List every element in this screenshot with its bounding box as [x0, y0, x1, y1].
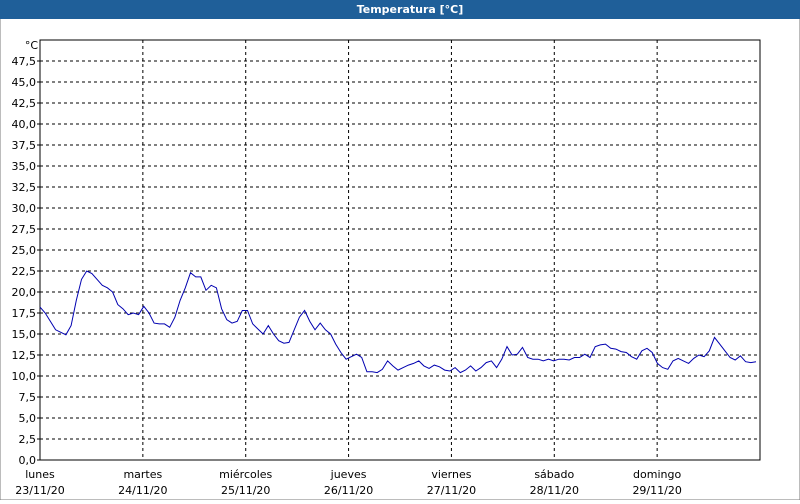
y-tick-label: 7,5 [19, 391, 37, 404]
x-tick-date: 26/11/20 [324, 484, 373, 497]
y-tick-label: 40,0 [12, 118, 37, 131]
x-tick-date: 28/11/20 [530, 484, 579, 497]
y-tick-label: 30,0 [12, 202, 37, 215]
x-tick-label: jueves [330, 468, 367, 481]
x-tick-date: 27/11/20 [427, 484, 476, 497]
y-tick-label: 17,5 [12, 307, 37, 320]
y-tick-label: 10,0 [12, 370, 37, 383]
y-tick-label: 2,5 [19, 433, 37, 446]
y-tick-label: 25,0 [12, 244, 37, 257]
y-tick-label: 47,5 [12, 55, 37, 68]
x-tick-label: viernes [431, 468, 471, 481]
y-tick-label: 35,0 [12, 160, 37, 173]
title-bar [0, 0, 800, 19]
x-tick-label: martes [123, 468, 162, 481]
temperature-line [39, 270, 757, 374]
y-tick-label: 22,5 [12, 265, 37, 278]
unit-label: °C [25, 39, 39, 52]
y-tick-label: 37,5 [12, 139, 37, 152]
y-tick-label: 15,0 [12, 328, 37, 341]
x-tick-label: miércoles [219, 468, 272, 481]
chart-title: Temperatura [°C] [357, 3, 464, 16]
y-tick-label: 20,0 [12, 286, 37, 299]
y-tick-label: 0,0 [19, 454, 37, 467]
y-tick-label: 5,0 [19, 412, 37, 425]
y-tick-label: 42,5 [12, 97, 37, 110]
x-tick-label: domingo [633, 468, 681, 481]
x-tick-label: sábado [534, 468, 574, 481]
x-tick-date: 29/11/20 [632, 484, 681, 497]
x-tick-date: 23/11/20 [15, 484, 64, 497]
x-tick-date: 24/11/20 [118, 484, 167, 497]
y-tick-label: 27,5 [12, 223, 37, 236]
x-tick-date: 25/11/20 [221, 484, 270, 497]
y-tick-label: 12,5 [12, 349, 37, 362]
y-tick-label: 32,5 [12, 181, 37, 194]
x-tick-label: lunes [25, 468, 55, 481]
y-tick-label: 45,0 [12, 76, 37, 89]
